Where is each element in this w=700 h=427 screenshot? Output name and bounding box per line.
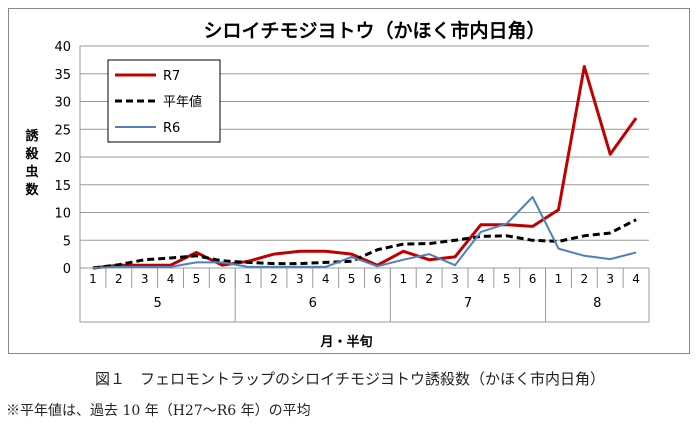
legend-label-0: R7 [163, 69, 180, 84]
x-tick-label: 1 [399, 272, 407, 286]
y-axis-label-char: 殺 [24, 146, 39, 162]
y-tick-label-35: 35 [54, 68, 71, 83]
x-tick-label: 4 [322, 272, 330, 286]
x-tick-label: 2 [581, 272, 589, 286]
x-tick-label: 3 [606, 272, 614, 286]
x-tick-label: 2 [425, 272, 433, 286]
x-tick-label: 4 [632, 272, 640, 286]
x-tick-label: 5 [193, 272, 201, 286]
month-label: 8 [593, 296, 601, 311]
x-tick-label: 2 [270, 272, 278, 286]
x-tick-label: 2 [115, 272, 123, 286]
y-axis-label-char: 誘 [25, 128, 39, 144]
series-line-0 [92, 65, 638, 270]
y-tick-label-15: 15 [54, 179, 71, 194]
chart-frame: シロイチモジヨトウ（かほく市内日角） 0 5 10 15 20 25 30 35 40 誘殺虫数 1 2… [8, 8, 690, 354]
x-tick-label: 4 [167, 272, 175, 286]
y-tick-label-10: 10 [54, 207, 71, 222]
x-tick-label: 5 [348, 272, 356, 286]
x-tick-label: 1 [555, 272, 563, 286]
y-tick-label-25: 25 [54, 123, 71, 138]
legend-label-2: R6 [163, 121, 180, 136]
chart-title: シロイチモジヨトウ（かほく市内日角） [203, 19, 545, 42]
x-tick-label: 1 [89, 272, 97, 286]
legend-label-1: 平年値 [163, 94, 202, 110]
series-line-2 [92, 196, 637, 269]
x-tick-label: 4 [477, 272, 485, 286]
y-axis-label-char: 数 [25, 182, 39, 198]
month-label: 6 [309, 296, 317, 311]
x-tick-label: 6 [218, 272, 226, 286]
y-tick-label-40: 40 [54, 40, 71, 55]
x-tick-label: 6 [529, 272, 537, 286]
y-tick-label-0: 0 [63, 262, 71, 277]
month-label: 7 [464, 296, 472, 311]
x-tick-label: 5 [503, 272, 511, 286]
x-tick-label: 3 [451, 272, 459, 286]
x-tick-label: 3 [296, 272, 304, 286]
footnote: ※平年値は、過去 10 年（H27～R6 年）の平均 [6, 403, 311, 419]
y-axis-label-char: 虫 [25, 164, 38, 180]
y-tick-label-20: 20 [54, 151, 71, 166]
y-tick-label-30: 30 [54, 96, 71, 111]
series-line-1 [92, 218, 637, 270]
x-tick-label: 1 [244, 272, 252, 286]
month-label: 5 [153, 296, 161, 311]
y-tick-label-5: 5 [63, 234, 71, 249]
figure-caption: 図１ フェロモントラップのシロイチモジヨトウ誘殺数（かほく市内日角） [94, 370, 605, 388]
x-tick-label: 6 [374, 272, 382, 286]
x-axis-label: 月・半旬 [319, 334, 372, 350]
x-tick-label: 3 [141, 272, 149, 286]
